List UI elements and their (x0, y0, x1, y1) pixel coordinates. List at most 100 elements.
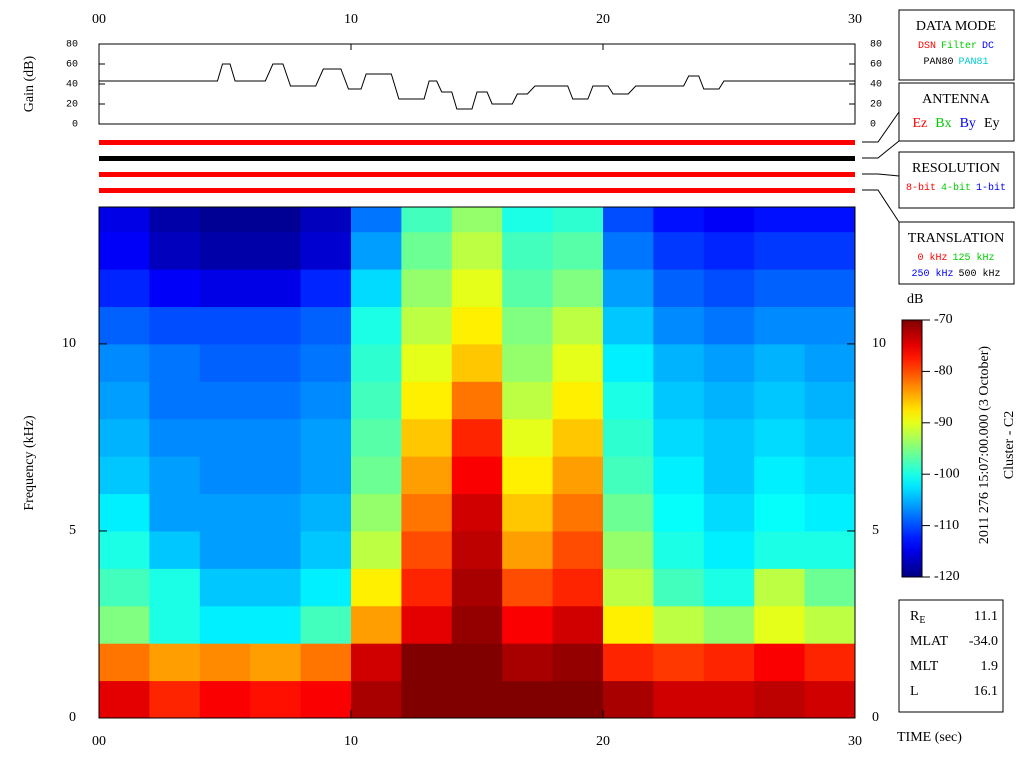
cell (250, 381, 302, 420)
cell (351, 231, 402, 270)
cell (502, 680, 554, 718)
legend-row: PAN80 PAN81 (923, 57, 988, 68)
cell (451, 643, 503, 682)
cell (401, 605, 453, 644)
cell (149, 568, 201, 607)
legend-item: 250 kHz (911, 268, 953, 280)
cell (804, 381, 855, 420)
cell (149, 381, 201, 420)
cell (552, 643, 604, 682)
y-tick-label: 0 (69, 710, 76, 725)
timestamp: 2011 276 15:07:00.000 (3 October) (977, 346, 992, 545)
cell (401, 643, 453, 682)
y-tick-label: 20 (66, 100, 78, 111)
cell (754, 568, 806, 607)
x-tick-label: 10 (344, 734, 358, 749)
cell (653, 418, 705, 457)
x-tick-label: 30 (848, 12, 862, 27)
cell (149, 269, 201, 308)
cell (199, 343, 251, 382)
x-tick-label: 20 (596, 12, 610, 27)
cell (502, 605, 554, 644)
orbit-label: MLAT (910, 634, 949, 649)
cell (653, 568, 705, 607)
cell (199, 456, 251, 495)
cell (754, 418, 806, 457)
cell (149, 207, 201, 233)
cell (603, 231, 654, 270)
legend-item: 500 kHz (959, 268, 1001, 280)
cell (552, 381, 604, 420)
cell (451, 605, 503, 644)
cell (703, 343, 755, 382)
cell (199, 418, 251, 457)
cell (653, 381, 705, 420)
legend-box (898, 151, 1015, 209)
legend-item: By (960, 116, 976, 131)
cell (653, 231, 705, 270)
legend-item: Filter (941, 40, 977, 52)
legend-box (898, 221, 1015, 285)
x-axis-label: TIME (sec) (897, 730, 962, 745)
cell (149, 231, 201, 270)
cell (603, 381, 654, 420)
cell (199, 605, 251, 644)
cell (703, 605, 755, 644)
cell (401, 207, 453, 233)
cell (804, 605, 855, 644)
cell (603, 207, 654, 233)
cell (653, 643, 705, 682)
cell (754, 207, 806, 233)
cell (703, 207, 755, 233)
cell (603, 306, 654, 345)
cell (199, 530, 251, 569)
cell (502, 381, 554, 420)
cell (552, 605, 604, 644)
cell (653, 306, 705, 345)
cell (250, 680, 302, 718)
cell (552, 493, 604, 532)
cell (603, 605, 654, 644)
cell (754, 493, 806, 532)
cell (502, 643, 554, 682)
cell (351, 207, 402, 233)
orbit-label: MLT (910, 659, 939, 674)
cell (99, 493, 150, 532)
cell (351, 456, 402, 495)
orbit-label-text: MLT (910, 659, 939, 674)
cell (300, 381, 352, 420)
x-tick-label: 00 (92, 12, 106, 27)
cell (754, 306, 806, 345)
cell (603, 418, 654, 457)
cell (804, 231, 855, 270)
cell (300, 306, 352, 345)
orbit-label-text: MLAT (910, 634, 949, 649)
cell (653, 207, 705, 233)
cell (250, 643, 302, 682)
cell (502, 269, 554, 308)
status-bar (99, 156, 855, 161)
cell (703, 456, 755, 495)
cell (99, 568, 150, 607)
cell (552, 231, 604, 270)
cell (451, 231, 503, 270)
cell (502, 456, 554, 495)
cell (199, 568, 251, 607)
cell (351, 418, 402, 457)
cell (502, 530, 554, 569)
spectrogram-frame (98, 206, 856, 719)
status-bar (99, 172, 855, 177)
cell (351, 343, 402, 382)
cell (401, 680, 453, 718)
cell (754, 456, 806, 495)
legend-item: 125 kHz (953, 252, 995, 264)
y-tick-label: 0 (72, 120, 78, 131)
orbit-label: L (910, 684, 919, 699)
cell (703, 231, 755, 270)
cell (99, 306, 150, 345)
colorbar-tick-label: -90 (934, 415, 953, 430)
cell (552, 207, 604, 233)
cell (451, 269, 503, 308)
x-tick-label: 10 (344, 12, 358, 27)
colorbar-label: dB (907, 292, 923, 307)
